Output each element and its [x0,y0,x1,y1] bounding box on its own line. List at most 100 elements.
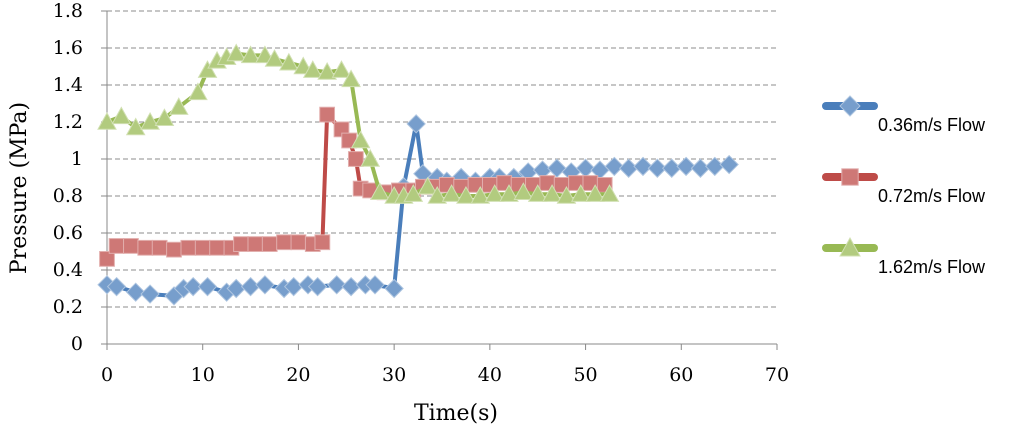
data-point [417,176,438,195]
legend-item-0-72m-s-flow: 0.72m/s Flow [822,168,986,206]
data-point [647,158,668,178]
data-point [690,158,711,178]
data-point [365,275,385,295]
data-point [302,60,323,78]
y-tick-label: 0 [71,333,83,355]
x-tick-label: 0 [101,364,113,386]
data-point [140,111,160,130]
data-point [188,82,208,101]
data-point [570,184,591,202]
data-point [247,236,264,252]
x-tick-label: 40 [478,364,502,386]
y-tick-label: 0.4 [53,259,83,281]
data-point [499,184,519,202]
data-point [556,185,577,204]
data-point [327,275,347,295]
data-point [307,276,328,297]
data-point [314,234,331,251]
x-tick-label: 30 [382,364,406,386]
legend-swatch-marker [839,95,861,117]
data-point [633,156,653,177]
legend: 0.36m/s Flow 0.72m/s Flow 1.62m/s Flow [822,95,986,277]
data-point [194,239,211,256]
data-point [384,278,404,299]
y-tick-label: 1 [71,148,83,170]
gridlines [107,10,777,308]
data-point [154,108,175,126]
x-tick-label: 70 [765,364,789,386]
data-point [108,238,125,254]
data-point [264,49,285,67]
data-point [705,156,725,177]
data-point [441,184,462,202]
data-point [317,62,337,80]
data-point [197,276,218,297]
data-point [125,117,146,136]
data-point [240,276,261,297]
data-point [255,275,275,295]
x-tick-label: 50 [573,364,597,386]
data-point [99,251,115,267]
data-point [585,184,605,202]
data-point [276,234,292,251]
data-point [662,158,682,178]
y-tick-label: 1.2 [53,111,83,133]
data-point [123,238,139,254]
data-point [350,130,371,149]
data-point [197,60,218,78]
legend-item-1-62m-s-flow: 1.62m/s Flow [822,236,986,277]
y-tick-label: 1.6 [53,37,83,59]
data-point [719,154,739,175]
data-point [369,182,390,200]
data-point [347,151,364,167]
data-point [106,276,127,297]
series-0-72m-s-flow [99,106,613,267]
data-point [547,158,567,178]
data-point [360,148,381,167]
data-point [513,182,534,200]
data-point [233,236,249,252]
data-point [209,239,225,256]
legend-swatch-marker [841,168,859,186]
data-point [676,156,696,177]
legend-swatch-marker [839,236,861,257]
data-point [111,106,132,125]
data-point [168,97,189,115]
legend-item-0-36m-s-flow: 0.36m/s Flow [822,95,986,135]
data-point [341,276,361,297]
data-point [341,69,361,88]
data-point [140,284,160,304]
data-point [527,184,548,202]
data-point [403,184,424,202]
data-point [319,106,336,123]
data-point [484,184,505,202]
x-axis-title: Time(s) [414,401,498,426]
data-point [542,184,562,202]
data-point [126,282,146,302]
data-point [183,276,203,297]
y-tick-label: 0.2 [53,296,83,318]
data-point [137,239,154,256]
legend-label: 1.62m/s Flow [878,257,986,277]
data-point [427,185,448,204]
data-point [261,236,278,252]
data-point [290,234,307,251]
data-point [279,52,299,71]
data-point [151,239,168,256]
data-point [166,241,182,258]
data-point [226,43,247,62]
series-line [106,51,610,198]
data-point [575,158,596,178]
data-point [406,114,426,134]
series-0-36m-s-flow [97,114,739,306]
legend-label: 0.72m/s Flow [878,186,986,206]
data-point [470,185,491,204]
y-tick-label: 0.8 [53,185,83,207]
data-point [599,184,620,202]
data-point [456,185,476,204]
data-point [618,158,639,178]
data-point [97,111,117,130]
series-1-62m-s-flow [97,43,620,204]
data-point [604,156,624,177]
